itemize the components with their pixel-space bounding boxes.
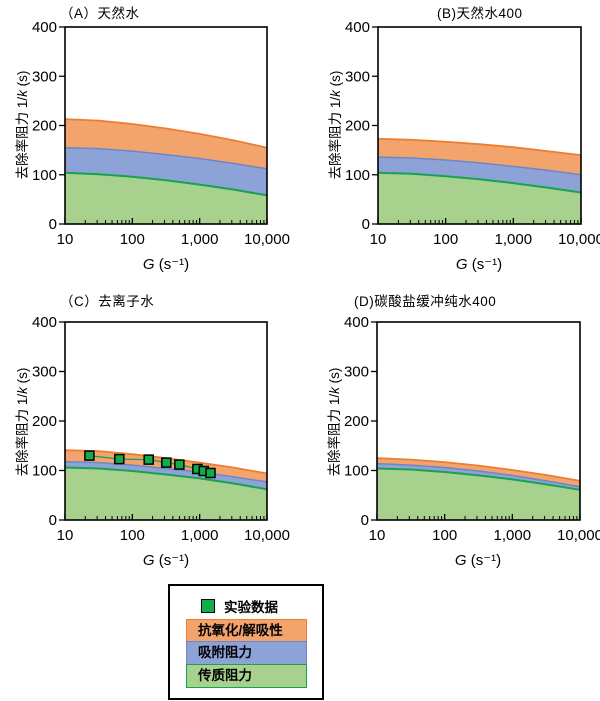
area-mass_transfer_fill: [377, 468, 580, 520]
chart-b-title: (B)天然水400: [437, 6, 523, 21]
x-tick-label: 100: [433, 231, 458, 248]
chart-a-y-axis-title: 去除率阻力 1/k (s): [15, 70, 30, 180]
legend-experimental-entry: 实验数据: [201, 596, 278, 616]
chart-a-x-axis-title: G (s⁻¹): [142, 256, 190, 273]
chart-panel-b: (B)天然水400 10 100 1,000 10,000 0 100 200 300 400 …: [300, 0, 600, 285]
x-tick-label: 1,000: [181, 527, 219, 544]
y-tick-label: 200: [345, 118, 370, 135]
stacked-areas: [377, 137, 582, 224]
y-tick-label: 200: [32, 413, 57, 430]
x-tick-label: 1,000: [494, 527, 532, 544]
chart-d-plot: 10 100 1,000 10,000 0 100 200 300 400: [344, 314, 600, 544]
chart-panel-c: （C）去离子水 10 100 1,000 10,000 0 100 200 300 400 去除…: [0, 290, 300, 575]
y-tick-label: 300: [32, 364, 57, 381]
y-tick-label: 400: [345, 19, 370, 36]
stacked-areas: [64, 118, 268, 224]
x-tick-label: 10,000: [558, 231, 600, 248]
y-tick-label: 100: [32, 463, 57, 480]
y-tick-label: 400: [32, 314, 57, 331]
y-tick-label: 100: [344, 463, 369, 480]
plot-frame: [376, 321, 581, 521]
y-tick-label: 0: [361, 512, 369, 529]
chart-b-x-axis-title: G (s⁻¹): [455, 256, 503, 273]
line-adsorption_line: [64, 460, 268, 483]
experimental-data-marker-icon: [201, 599, 215, 613]
line-mass_transfer_line: [376, 467, 581, 491]
y-tick-label: 400: [344, 314, 369, 331]
y-tick-label: 300: [344, 364, 369, 381]
y-tick-label: 200: [344, 413, 369, 430]
line-mass_transfer_line: [64, 466, 268, 491]
chart-c-title: （C）去离子水: [60, 294, 155, 309]
area-mass_transfer_fill: [65, 172, 267, 224]
axes: 10 100 1,000 10,000 0 100 200 300 400: [32, 314, 290, 544]
x-tick-label: 10: [369, 527, 386, 544]
experimental-point: [174, 459, 185, 470]
y-tick-label: 0: [49, 512, 57, 529]
y-tick-label: 400: [32, 19, 57, 36]
x-tick-label: 1,000: [181, 231, 219, 248]
experimental-data: [84, 450, 216, 479]
y-tick-label: 100: [32, 167, 57, 184]
legend-experimental-label: 实验数据: [224, 600, 278, 615]
experimental-point: [205, 467, 216, 479]
line-adsorption_line: [377, 156, 582, 176]
chart-panel-d: (D)碳酸盐缓冲纯水400 10 100 1,000 10,000 0 100 200 300…: [300, 290, 600, 575]
line-mass_transfer_line: [64, 171, 268, 197]
legend-band-oxidation: 抗氧化/解吸性: [186, 619, 307, 643]
chart-c-y-axis-title: 去除率阻力 1/k (s): [15, 367, 30, 477]
area-mass_transfer_fill: [65, 467, 267, 520]
chart-d-y-axis-title: 去除率阻力 1/k (s): [327, 367, 342, 477]
line-oxidation_line: [64, 118, 268, 149]
stacked-areas: [376, 457, 581, 520]
experimental-point: [114, 453, 125, 465]
plot-frame: [64, 26, 268, 225]
plot-frame: [64, 321, 268, 521]
x-tick-label: 100: [120, 231, 145, 248]
legend: 实验数据 抗氧化/解吸性 吸附阻力 传质阻力: [168, 584, 324, 700]
y-tick-label: 300: [32, 68, 57, 85]
plot-frame: [377, 26, 582, 225]
x-tick-label: 10: [370, 231, 387, 248]
x-tick-label: 10,000: [557, 527, 600, 544]
chart-c-plot: 10 100 1,000 10,000 0 100 200 300 400: [32, 314, 290, 544]
line-oxidation_line: [376, 457, 581, 482]
axes: 10 100 1,000 10,000 0 100 200 300 400: [345, 19, 600, 248]
stacked-areas: [64, 449, 268, 520]
x-tick-label: 100: [120, 527, 145, 544]
y-tick-label: 0: [362, 216, 370, 233]
x-tick-label: 10: [57, 231, 74, 248]
legend-bands: 抗氧化/解吸性 吸附阻力 传质阻力: [186, 619, 307, 688]
chart-b-plot: 10 100 1,000 10,000 0 100 200 300 400: [345, 19, 600, 248]
chart-a-title: （A）天然水: [60, 6, 140, 21]
x-tick-label: 10,000: [244, 231, 290, 248]
x-tick-label: 100: [432, 527, 457, 544]
line-oxidation_line: [377, 137, 582, 156]
chart-d-x-axis-title: G (s⁻¹): [454, 552, 502, 569]
chart-d-title: (D)碳酸盐缓冲纯水400: [354, 294, 497, 309]
legend-band-adsorption: 吸附阻力: [186, 641, 307, 666]
x-tick-label: 10: [57, 527, 74, 544]
line-adsorption_line: [64, 146, 268, 170]
axes: 10 100 1,000 10,000 0 100 200 300 400: [32, 19, 290, 248]
line-mass_transfer_line: [377, 171, 582, 194]
chart-a-plot: 10 100 1,000 10,000 0 100 200 300 400: [32, 19, 290, 248]
chart-c-x-axis-title: G (s⁻¹): [142, 552, 190, 569]
axes: 10 100 1,000 10,000 0 100 200 300 400: [344, 314, 600, 544]
y-tick-label: 200: [32, 118, 57, 135]
legend-band-mass-transfer: 传质阻力: [186, 663, 307, 688]
chart-b-y-axis-title: 去除率阻力 1/k (s): [328, 70, 343, 180]
y-tick-label: 0: [49, 216, 57, 233]
experimental-point: [161, 457, 172, 468]
x-tick-label: 1,000: [495, 231, 533, 248]
y-tick-label: 100: [345, 167, 370, 184]
experimental-point: [143, 454, 154, 465]
line-adsorption_line: [376, 462, 581, 488]
experimental-point: [84, 450, 95, 461]
x-tick-label: 10,000: [244, 527, 290, 544]
chart-panel-a: （A）天然水 10 100 1,000 10,000 0 100 200 300 400 去除率…: [0, 0, 300, 285]
y-tick-label: 300: [345, 68, 370, 85]
